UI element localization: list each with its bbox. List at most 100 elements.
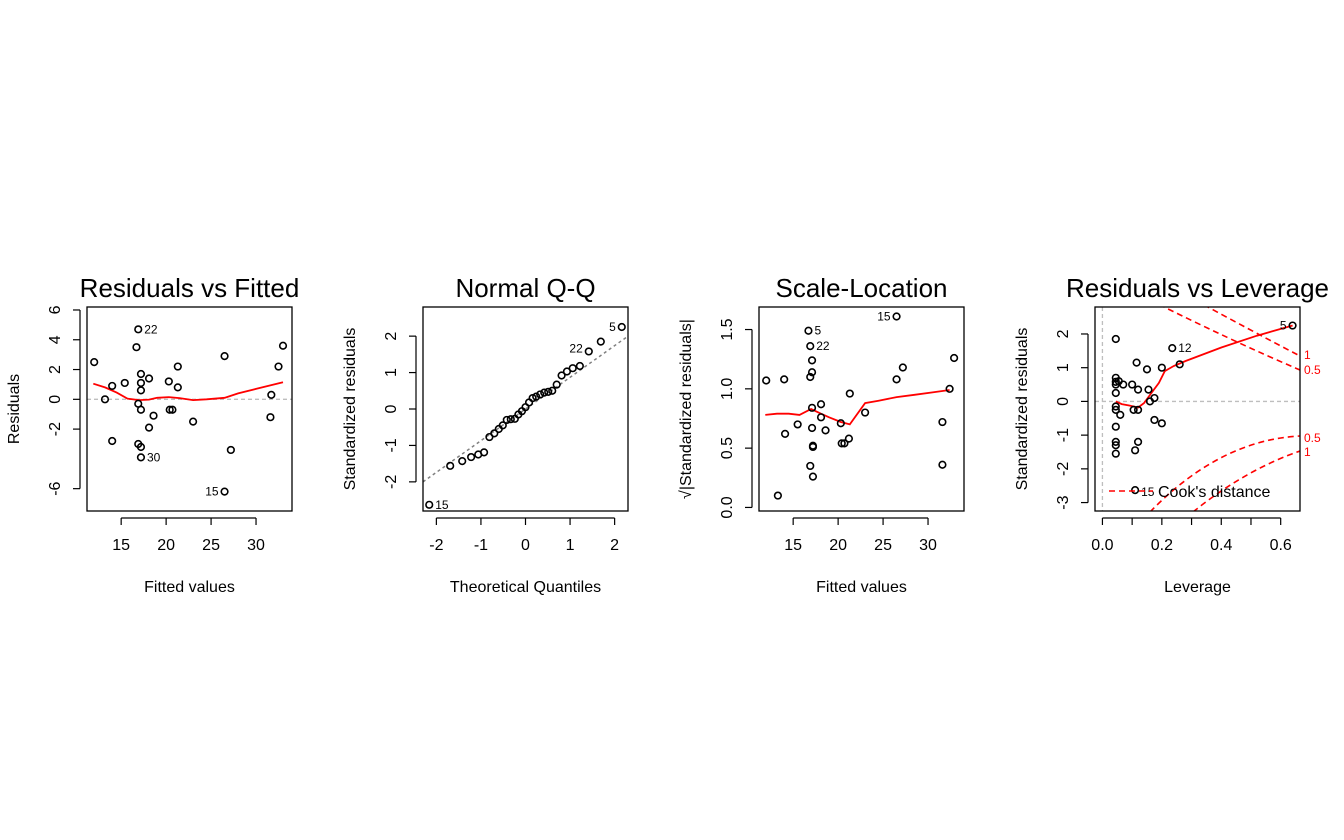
point-label: 15 — [1141, 485, 1155, 499]
data-point — [806, 461, 815, 471]
x-axis-label: Leverage — [1164, 579, 1231, 596]
y-tick-label: -3 — [1055, 495, 1072, 509]
y-axis: 0.0 0.5 1.0 1.5 √|Standardized residuals| — [678, 318, 753, 519]
smooth-line — [1115, 324, 1293, 409]
x-tick-label: 20 — [829, 537, 847, 554]
data-point — [807, 368, 817, 377]
x-tick-label: 30 — [919, 537, 937, 554]
data-point — [816, 413, 826, 422]
y-tick-label: 6 — [47, 305, 64, 314]
data-point — [479, 448, 489, 457]
data-point — [762, 376, 771, 385]
data-point — [808, 442, 818, 452]
chart-title: Scale-Location — [776, 273, 948, 303]
data-point — [617, 322, 626, 332]
data-point — [1168, 344, 1177, 353]
data-point — [1129, 405, 1138, 414]
qq-reference-line — [423, 335, 628, 483]
data-point — [548, 386, 557, 395]
y-tick-label: 4 — [47, 335, 64, 344]
data-point — [134, 325, 143, 334]
data-point — [506, 415, 515, 424]
data-point — [144, 374, 154, 383]
y-tick-label: -2 — [1055, 462, 1072, 476]
data-point — [837, 439, 846, 448]
data-point — [552, 380, 561, 389]
data-point — [821, 426, 830, 435]
data-point — [446, 461, 455, 470]
data-point — [1175, 360, 1184, 369]
point-label: 22 — [144, 322, 158, 336]
data-point — [1133, 385, 1143, 394]
x-axis: 15 20 25 30 Fitted values — [112, 517, 265, 596]
data-point — [136, 386, 146, 395]
point-label: 15 — [205, 485, 219, 499]
y-tick-label: 0 — [1055, 397, 1072, 406]
x-tick-label: 20 — [157, 537, 175, 554]
x-tick-label: 15 — [112, 537, 130, 554]
data-point — [860, 408, 870, 417]
data-point — [144, 423, 154, 432]
x-axis-label: Fitted values — [816, 579, 907, 596]
data-point — [168, 405, 177, 414]
x-tick-label: 0.4 — [1210, 537, 1232, 554]
plot-frame — [1094, 306, 1301, 512]
data-point — [220, 487, 229, 496]
data-point — [1131, 446, 1140, 455]
data-point — [806, 342, 815, 351]
point-label: 30 — [147, 450, 161, 464]
x-tick-label: 0.6 — [1270, 537, 1292, 554]
data-point — [467, 452, 476, 462]
data-point — [780, 375, 789, 384]
data-point — [1111, 441, 1120, 450]
y-tick-label: 2 — [47, 365, 64, 374]
y-axis-label: Residuals — [6, 374, 23, 444]
point-label: 22 — [569, 341, 583, 355]
x-axis-label: Theoretical Quantiles — [450, 579, 601, 596]
point-label: 5 — [814, 324, 821, 338]
y-tick-label: -2 — [47, 422, 64, 436]
y-axis: -2 -1 0 1 2 Standardized residuals — [342, 328, 417, 491]
data-point — [1111, 422, 1120, 431]
data-point — [892, 312, 901, 321]
x-axis: 15 20 25 30 Fitted values — [784, 517, 937, 596]
cooks-distance-contour — [1162, 307, 1300, 371]
x-axis: -2 -1 0 1 2 Theoretical Quantiles — [429, 517, 619, 596]
data-point — [1111, 449, 1120, 458]
data-point — [807, 356, 817, 365]
data-point — [844, 434, 854, 443]
data-point — [596, 337, 605, 346]
y-tick-label: -6 — [47, 481, 64, 495]
cooks-distance-contour — [1149, 435, 1300, 511]
data-point — [1131, 485, 1140, 495]
data-point — [536, 390, 545, 399]
data-point — [267, 390, 276, 399]
y-tick-label: 1.5 — [719, 318, 736, 340]
y-tick-label: 2 — [383, 332, 400, 341]
y-tick-label: 1 — [1055, 363, 1072, 372]
data-point — [950, 353, 959, 363]
cook-level-label: 0.5 — [1304, 431, 1321, 445]
x-tick-label: 2 — [610, 537, 619, 554]
y-tick-label: 0 — [383, 404, 400, 413]
plot-frame — [758, 306, 965, 512]
chart-title: Residuals vs Fitted — [80, 273, 300, 303]
plot-area — [87, 381, 292, 402]
smooth-line — [765, 389, 950, 426]
data-point — [845, 389, 854, 398]
y-tick-label: 2 — [1055, 329, 1072, 338]
data-point — [840, 439, 849, 448]
y-axis-label: Standardized residuals — [342, 328, 359, 491]
y-axis-label: √|Standardized residuals| — [678, 319, 695, 499]
data-point — [173, 383, 182, 392]
x-tick-label: -1 — [474, 537, 488, 554]
data-point — [136, 442, 146, 452]
y-tick-label: -2 — [383, 475, 400, 489]
data-point — [1111, 402, 1120, 411]
y-axis-label: Standardized residuals — [1014, 328, 1031, 491]
data-point — [100, 395, 110, 404]
data-point — [898, 363, 907, 372]
point-label: 15 — [877, 309, 891, 323]
